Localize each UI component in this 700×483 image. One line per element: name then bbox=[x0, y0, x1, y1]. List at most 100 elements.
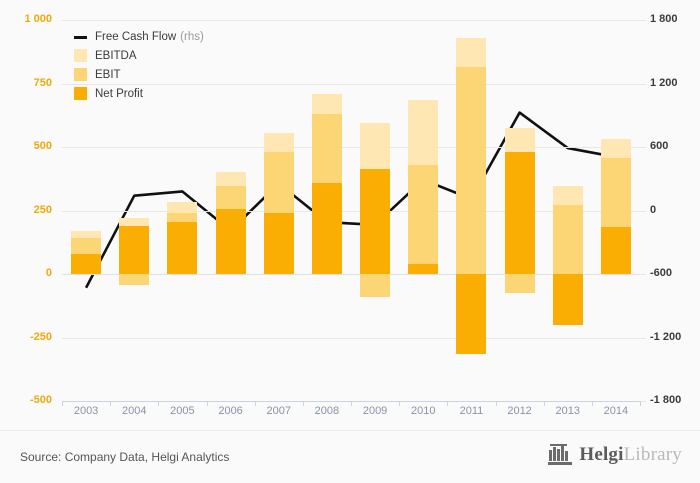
chart-legend: Free Cash Flow (rhs) EBITDA EBIT Net Profit bbox=[74, 27, 204, 103]
left-axis-tick-label: 0 bbox=[45, 267, 52, 279]
bar-segment-ebit[interactable] bbox=[408, 164, 439, 274]
bar-segment-net[interactable] bbox=[360, 168, 391, 274]
right-axis-tick bbox=[634, 20, 646, 21]
bar-group-2005[interactable] bbox=[167, 20, 198, 401]
bar-group-2003[interactable] bbox=[71, 20, 102, 401]
bar-segment-net[interactable] bbox=[167, 221, 198, 274]
gridline bbox=[62, 274, 640, 275]
right-axis-tick bbox=[634, 274, 646, 275]
left-axis-tick-label: 250 bbox=[33, 203, 52, 216]
bar-segment-ebit[interactable] bbox=[119, 274, 150, 286]
x-axis-tick bbox=[399, 401, 401, 406]
bar-group-2006[interactable] bbox=[215, 20, 246, 401]
left-axis-tick-label: 750 bbox=[33, 76, 52, 89]
bar-group-2013[interactable] bbox=[552, 20, 583, 401]
bar-segment-ebit[interactable] bbox=[552, 205, 583, 274]
gridline bbox=[62, 147, 640, 148]
bar-segment-net[interactable] bbox=[456, 274, 487, 354]
free-cash-flow-line bbox=[84, 111, 617, 289]
footer-divider bbox=[0, 430, 700, 431]
legend-sublabel: (rhs) bbox=[180, 30, 204, 43]
bar-segment-net[interactable] bbox=[504, 152, 535, 274]
bar-group-2010[interactable] bbox=[408, 20, 439, 401]
bar-segment-net[interactable] bbox=[311, 182, 342, 274]
right-axis-tick-label: -1 200 bbox=[650, 330, 682, 343]
bar-group-2014[interactable] bbox=[600, 20, 631, 401]
x-axis-tick bbox=[62, 401, 63, 406]
bar-group-2011[interactable] bbox=[456, 20, 487, 401]
bar-segment-net[interactable] bbox=[263, 213, 294, 274]
bar-group-2012[interactable] bbox=[504, 20, 535, 401]
x-axis-tick bbox=[110, 401, 112, 406]
x-axis-tick-label-2005: 2005 bbox=[170, 405, 195, 417]
bar-group-2004[interactable] bbox=[119, 20, 150, 401]
x-axis-tick-label-2009: 2009 bbox=[362, 405, 388, 417]
legend-item-net-profit[interactable]: Net Profit bbox=[74, 84, 204, 103]
x-axis-tick-label-2014: 2014 bbox=[603, 405, 629, 417]
bar-segment-net[interactable] bbox=[119, 225, 150, 274]
legend-item-ebitda[interactable]: EBITDA bbox=[74, 46, 204, 65]
x-axis-tick bbox=[495, 401, 497, 406]
brand-name-primary: Helgi bbox=[579, 444, 624, 465]
right-axis-tick-label: 1 800 bbox=[650, 13, 678, 25]
legend-item-ebit[interactable]: EBIT bbox=[74, 65, 204, 84]
x-axis-tick-label-2010: 2010 bbox=[411, 405, 436, 417]
x-axis-tick-label-2004: 2004 bbox=[122, 405, 147, 417]
right-axis-tick bbox=[634, 337, 646, 339]
right-axis-tick-label: -1 800 bbox=[650, 394, 682, 406]
bar-segment-net[interactable] bbox=[600, 227, 631, 274]
x-axis-tick bbox=[591, 401, 593, 406]
legend-label: Free Cash Flow bbox=[95, 30, 177, 43]
x-axis-tick bbox=[158, 401, 160, 406]
x-axis-tick-label-2007: 2007 bbox=[266, 405, 291, 417]
left-axis-tick-label: -250 bbox=[29, 330, 52, 343]
x-axis-tick bbox=[351, 401, 352, 406]
legend-item-free-cash-flow[interactable]: Free Cash Flow (rhs) bbox=[74, 27, 204, 46]
legend-color-swatch bbox=[74, 87, 87, 100]
source-note: Source: Company Data, Helgi Analytics bbox=[20, 450, 230, 464]
bar-group-2008[interactable] bbox=[311, 20, 342, 401]
x-axis-tick-label-2003: 2003 bbox=[73, 405, 99, 417]
legend-color-swatch bbox=[74, 49, 87, 62]
bar-segment-net[interactable] bbox=[71, 253, 102, 274]
bar-group-2009[interactable] bbox=[360, 20, 391, 401]
gridline bbox=[62, 83, 640, 85]
free-cash-flow-polyline bbox=[84, 111, 617, 289]
left-axis-tick-label: 1 000 bbox=[24, 13, 52, 25]
x-axis-tick bbox=[254, 401, 256, 406]
left-axis-tick-label: -500 bbox=[29, 394, 52, 406]
x-axis-tick bbox=[640, 401, 641, 406]
x-axis-tick-label-2008: 2008 bbox=[314, 405, 340, 417]
legend-label: Net Profit bbox=[95, 87, 143, 100]
bar-segment-net[interactable] bbox=[552, 274, 583, 325]
left-axis-tick-label: 500 bbox=[33, 140, 52, 152]
right-axis-tick-label: -600 bbox=[650, 267, 673, 279]
bar-segment-net[interactable] bbox=[215, 209, 246, 274]
legend-line-swatch bbox=[74, 30, 87, 43]
bar-group-2007[interactable] bbox=[263, 20, 294, 401]
gridline bbox=[62, 20, 640, 21]
legend-color-swatch bbox=[74, 68, 87, 81]
right-axis-tick-label: 0 bbox=[650, 203, 657, 216]
brand-logo: HelgiLibrary bbox=[547, 444, 682, 466]
plot-area bbox=[62, 20, 646, 402]
right-axis-tick bbox=[634, 147, 646, 148]
bar-segment-ebit[interactable] bbox=[360, 274, 391, 297]
x-axis-tick-label-2013: 2013 bbox=[555, 405, 580, 417]
gridline bbox=[62, 337, 640, 339]
right-axis-tick bbox=[634, 210, 646, 212]
x-axis-tick-label-2011: 2011 bbox=[459, 405, 484, 417]
right-axis-tick-label: 1 200 bbox=[650, 76, 678, 89]
x-axis-tick bbox=[302, 401, 304, 406]
legend-label: EBIT bbox=[95, 68, 121, 81]
x-axis-tick-label-2012: 2012 bbox=[507, 405, 532, 417]
library-building-icon bbox=[548, 444, 573, 465]
bar-segment-ebit[interactable] bbox=[456, 66, 487, 274]
x-axis-tick bbox=[206, 401, 208, 406]
brand-name-secondary: Library bbox=[623, 444, 682, 465]
bar-segment-ebit[interactable] bbox=[504, 274, 535, 294]
right-axis-tick-label: 600 bbox=[650, 140, 669, 152]
bar-segment-net[interactable] bbox=[408, 263, 439, 274]
gridline bbox=[62, 210, 640, 212]
